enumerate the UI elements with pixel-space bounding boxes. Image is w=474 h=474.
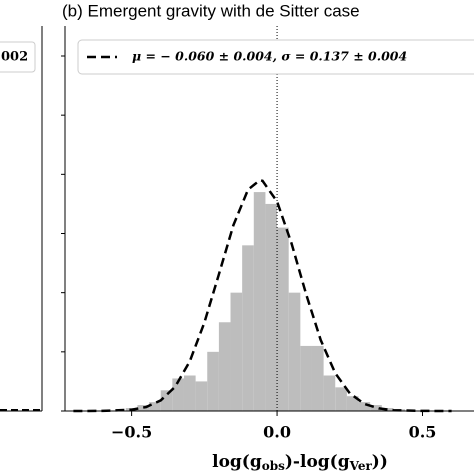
histogram-bar [183,375,196,411]
histogram-bar [358,402,371,411]
x-label-part: )) [372,452,388,472]
histogram-bar [335,387,347,411]
x-tick-label: −0.5 [111,423,152,442]
left-legend-text: 002 [1,50,28,65]
x-axis-label: log(gobs)-log(gVer)) [212,452,388,473]
histogram-bar [311,345,324,411]
left-legend-box [0,41,36,73]
histogram-bar [288,292,301,411]
x-tick-label: 0.0 [263,423,291,442]
histogram-bar [346,396,359,411]
histogram-bar [218,322,231,411]
x-label-sub: obs [262,459,285,473]
histogram-bar [149,402,161,411]
histogram-bar [195,381,208,411]
histogram-bar [370,405,382,411]
histogram-bar [242,245,254,411]
legend-label: μ = − 0.060 ± 0.004, σ = 0.137 ± 0.004 [132,49,407,64]
histogram-bar [137,405,150,411]
histogram-bar [277,227,289,411]
x-label-part: )-log(g [285,452,350,472]
chart-title: (b) Emergent gravity with de Sitter case [62,1,360,20]
histogram-bar [300,345,312,411]
fit-curve [73,178,452,413]
histogram-bar [381,408,394,411]
histogram-bar [172,378,184,411]
histogram-bar [265,203,278,411]
x-label-sub: Ver [349,459,373,473]
histogram-bar [323,375,336,411]
x-tick-label: 0.5 [409,423,437,442]
histogram-bar [160,390,173,411]
histogram-bar [253,192,266,411]
x-label-part: log(g [212,452,262,472]
histogram-bar [207,351,219,411]
legend-box [77,39,474,75]
histogram-bar [230,292,243,411]
